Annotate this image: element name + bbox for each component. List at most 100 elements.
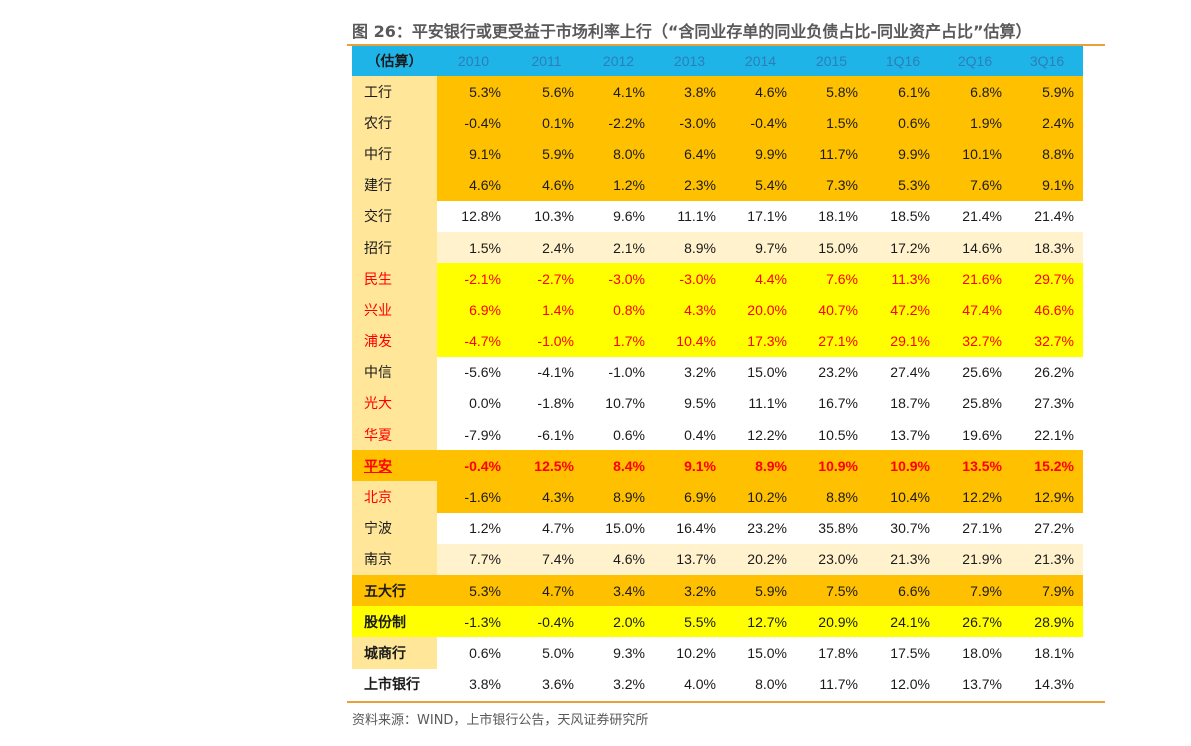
table-cell: 15.2% <box>1011 450 1083 482</box>
table-cell: 8.0% <box>583 138 654 170</box>
table-cell: 9.1% <box>437 138 510 170</box>
table-cell: 18.1% <box>796 200 867 232</box>
table-cell: 8.9% <box>725 450 796 482</box>
table-cell: 10.3% <box>510 200 583 232</box>
table-cell: 8.9% <box>654 231 725 264</box>
row-label: 工行 <box>352 76 437 108</box>
header-corner: （估算） <box>352 46 437 76</box>
row-label: 浦发 <box>352 325 437 357</box>
table-cell: 12.5% <box>510 450 583 482</box>
column-header: 2Q16 <box>939 46 1011 76</box>
row-label: 股份制 <box>352 606 437 638</box>
column-header: 2014 <box>725 46 796 76</box>
table-cell: 4.7% <box>510 575 583 607</box>
table-cell: 8.8% <box>796 481 867 513</box>
table-cell: 9.1% <box>654 450 725 482</box>
row-label: 中行 <box>352 138 437 170</box>
table-cell: 8.4% <box>583 450 654 482</box>
row-label: 宁波 <box>352 512 437 544</box>
table-cell: 12.2% <box>725 419 796 451</box>
table-cell: 32.7% <box>939 325 1011 357</box>
table-row: 中信 -5.6% -4.1% -1.0% 3.2% 15.0% 23.2% 27.4% 25.6… <box>352 356 1083 388</box>
table-cell: 9.6% <box>583 200 654 232</box>
row-label: 兴业 <box>352 294 437 326</box>
table-cell: -0.4% <box>510 606 583 638</box>
table-cell: 16.4% <box>654 512 725 544</box>
table-cell: 1.5% <box>437 231 510 264</box>
table-cell: 11.7% <box>796 668 867 700</box>
table-cell: -0.4% <box>437 107 510 139</box>
table-cell: -3.0% <box>583 263 654 295</box>
column-header: 2011 <box>510 46 583 76</box>
table-cell: 23.0% <box>796 543 867 575</box>
column-header: 2010 <box>437 46 510 76</box>
table-cell: 7.5% <box>796 575 867 607</box>
row-label: 南京 <box>352 543 437 575</box>
table-cell: 26.2% <box>1011 356 1083 388</box>
row-label: 上市银行 <box>352 668 437 700</box>
figure-title: 图 26：平安银行或更受益于市场利率上行（“含同业存单的同业负债占比-同业资产占… <box>352 22 1032 41</box>
table-cell: 10.2% <box>725 481 796 513</box>
table-cell: 20.0% <box>725 294 796 326</box>
table-cell: 3.2% <box>583 668 654 700</box>
table-cell: 7.4% <box>510 543 583 575</box>
table-cell: 18.0% <box>939 637 1011 669</box>
table-row: 平安 -0.4% 12.5% 8.4% 9.1% 8.9% 10.9% 10.9% 13.5% 1… <box>352 450 1083 482</box>
column-header: 3Q16 <box>1011 46 1083 76</box>
table-cell: 15.0% <box>725 356 796 388</box>
row-label: 城商行 <box>352 637 437 669</box>
table-row: 五大行 5.3% 4.7% 3.4% 3.2% 5.9% 7.5% 6.6% 7.9% 7.9% <box>352 575 1083 607</box>
table-cell: 6.6% <box>867 575 939 607</box>
table-cell: 1.2% <box>437 512 510 544</box>
table-cell: -0.4% <box>437 450 510 482</box>
table-cell: 0.6% <box>583 419 654 451</box>
table-cell: 29.1% <box>867 325 939 357</box>
table-cell: 11.1% <box>654 200 725 232</box>
table-cell: 1.5% <box>796 107 867 139</box>
table-cell: 4.1% <box>583 76 654 108</box>
source-note: 资料来源：WIND，上市银行公告，天风证券研究所 <box>352 713 649 728</box>
table-cell: 4.4% <box>725 263 796 295</box>
table-cell: 0.0% <box>437 387 510 420</box>
table-cell: 17.8% <box>796 637 867 669</box>
table-cell: 11.1% <box>725 387 796 420</box>
table-cell: 5.9% <box>510 138 583 170</box>
table-cell: 18.7% <box>867 387 939 420</box>
column-header: 1Q16 <box>867 46 939 76</box>
table-cell: 15.0% <box>796 231 867 264</box>
table-cell: 4.6% <box>437 169 510 201</box>
table-cell: 5.5% <box>654 606 725 638</box>
table-cell: -1.3% <box>437 606 510 638</box>
table-cell: 20.9% <box>796 606 867 638</box>
table-cell: 13.7% <box>867 419 939 451</box>
table-cell: -4.7% <box>437 325 510 357</box>
table-cell: 2.3% <box>654 169 725 201</box>
table-cell: 18.3% <box>1011 231 1083 264</box>
table-cell: 27.4% <box>867 356 939 388</box>
table-cell: 6.9% <box>437 294 510 326</box>
table-cell: -2.7% <box>510 263 583 295</box>
table-cell: 5.6% <box>510 76 583 108</box>
table-cell: 12.9% <box>1011 481 1083 513</box>
table-cell: -1.6% <box>437 481 510 513</box>
row-label: 中信 <box>352 356 437 388</box>
table-cell: -4.1% <box>510 356 583 388</box>
table-row: 兴业 6.9% 1.4% 0.8% 4.3% 20.0% 40.7% 47.2% 47.4% 46… <box>352 294 1083 326</box>
table-cell: 6.4% <box>654 138 725 170</box>
table-cell: -2.2% <box>583 107 654 139</box>
table-cell: 4.6% <box>583 543 654 575</box>
table-cell: 9.5% <box>654 387 725 420</box>
table-cell: 21.4% <box>1011 200 1083 232</box>
table-cell: 8.9% <box>583 481 654 513</box>
table-cell: 12.8% <box>437 200 510 232</box>
table-cell: 2.1% <box>583 231 654 264</box>
table-cell: 0.8% <box>583 294 654 326</box>
table-cell: 2.4% <box>1011 107 1083 139</box>
table-cell: 1.2% <box>583 169 654 201</box>
table-row: 南京 7.7% 7.4% 4.6% 13.7% 20.2% 23.0% 21.3% 21.9% 2… <box>352 543 1083 575</box>
table-cell: -2.1% <box>437 263 510 295</box>
table-cell: 17.1% <box>725 200 796 232</box>
table-cell: 26.7% <box>939 606 1011 638</box>
table-cell: -1.8% <box>510 387 583 420</box>
table-cell: 25.6% <box>939 356 1011 388</box>
